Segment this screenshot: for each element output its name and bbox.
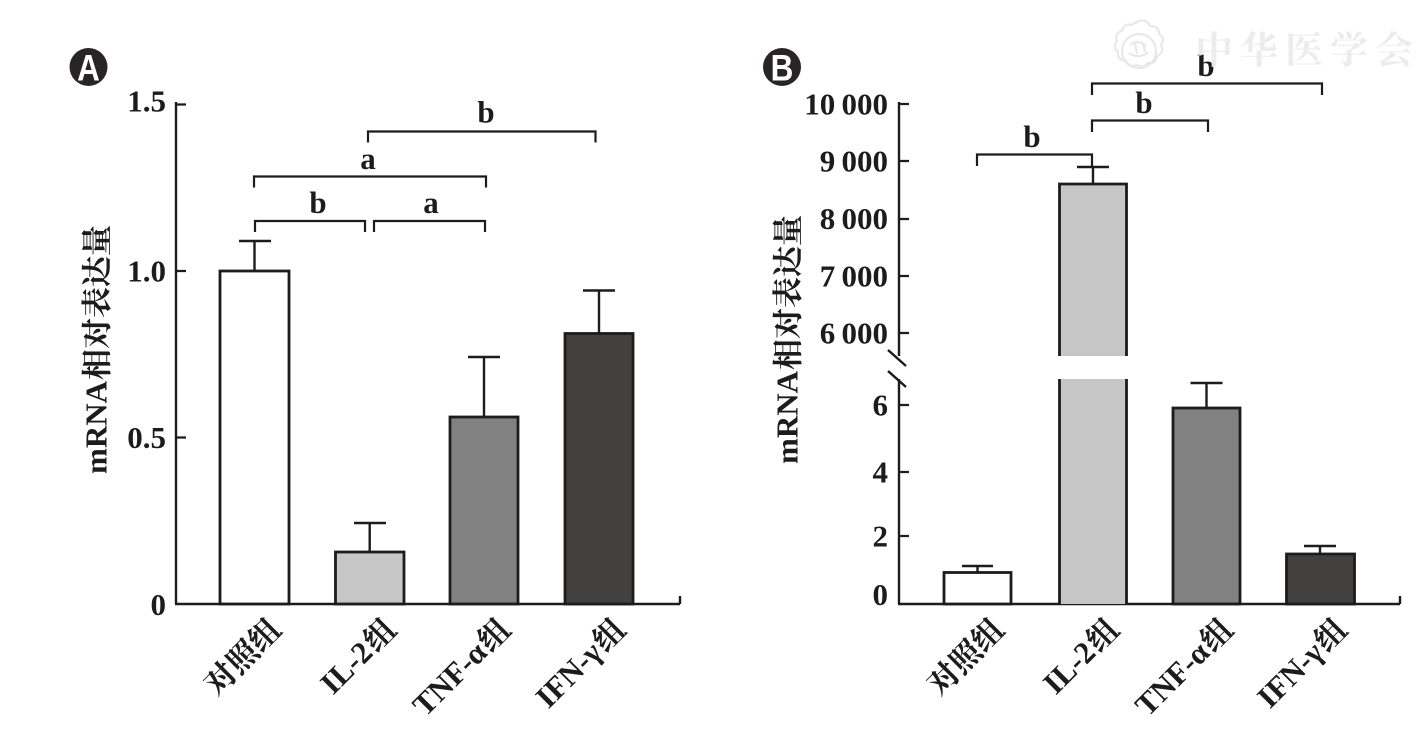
svg-text:1.0: 1.0 [127, 254, 166, 289]
svg-text:IFN-γ: IFN-γ [529, 634, 609, 714]
svg-text:b: b [1135, 85, 1152, 120]
svg-text:0.5: 0.5 [127, 420, 166, 455]
svg-text:10 000: 10 000 [804, 87, 888, 122]
svg-text:a: a [423, 185, 439, 220]
svg-text:9 000: 9 000 [820, 144, 888, 179]
svg-text:6: 6 [873, 388, 889, 423]
svg-text:a: a [360, 141, 376, 176]
svg-text:IL-2: IL-2 [1036, 635, 1102, 701]
svg-text:1.5: 1.5 [127, 84, 166, 119]
svg-text:TNF-α: TNF-α [1128, 635, 1216, 723]
svg-text:b: b [477, 95, 494, 130]
svg-text:0: 0 [151, 587, 167, 622]
svg-text:b: b [1023, 119, 1040, 154]
svg-text:0: 0 [873, 577, 889, 612]
svg-text:A: A [77, 48, 100, 89]
svg-text:B: B [771, 48, 794, 89]
svg-text:b: b [309, 185, 326, 220]
svg-text:TNF-α: TNF-α [405, 635, 493, 723]
svg-text:7 000: 7 000 [820, 259, 888, 294]
svg-text:mRNA: mRNA [770, 370, 805, 464]
svg-text:4: 4 [873, 455, 889, 490]
svg-text:IFN-γ: IFN-γ [1250, 634, 1330, 714]
svg-text:8 000: 8 000 [820, 201, 888, 236]
svg-text:2: 2 [873, 519, 889, 554]
svg-text:mRNA: mRNA [79, 380, 114, 474]
svg-text:6 000: 6 000 [820, 316, 888, 351]
svg-text:b: b [1197, 48, 1214, 83]
svg-text:IL-2: IL-2 [313, 635, 379, 701]
